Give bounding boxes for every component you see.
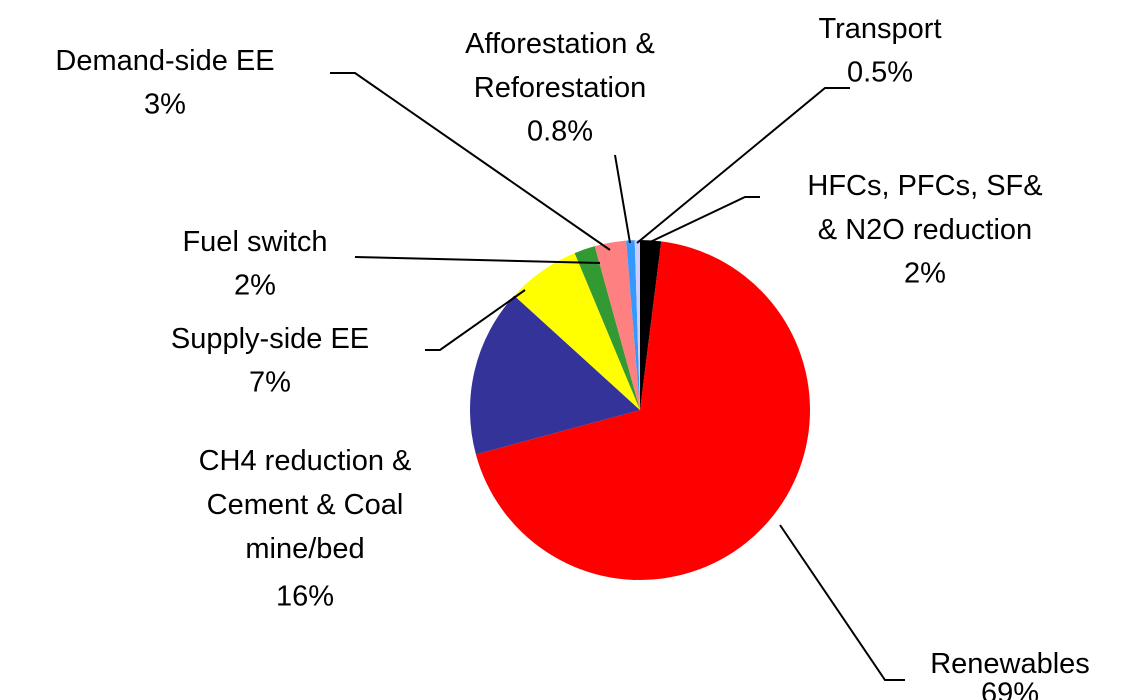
pie <box>470 240 810 580</box>
value-label: 0.5% <box>847 57 913 89</box>
category-label: Renewables <box>930 648 1090 680</box>
leader-line <box>647 196 760 244</box>
slice <box>626 240 640 410</box>
value-label: 16% <box>276 581 334 613</box>
slice <box>594 240 640 410</box>
slice <box>634 240 640 410</box>
category-label: Fuel switch <box>182 226 327 258</box>
category-label: Demand-side EE <box>55 45 274 77</box>
value-label: 2% <box>904 258 946 290</box>
leader-line <box>779 524 905 681</box>
slice <box>574 246 640 410</box>
value-label: 69% <box>981 678 1039 700</box>
slice <box>475 241 810 580</box>
slice <box>514 253 640 410</box>
leader-line <box>425 289 526 351</box>
leader-line <box>354 256 601 264</box>
slice <box>640 240 662 410</box>
category-label: CH4 reduction & Cement & Coal mine/bed <box>199 445 412 565</box>
slice <box>470 295 640 455</box>
value-label: 3% <box>144 89 186 121</box>
leader-line <box>330 72 611 251</box>
leader-line <box>614 154 631 244</box>
category-label: Supply-side EE <box>171 323 369 355</box>
value-label: 7% <box>249 367 291 399</box>
labels: HFCs, PFCs, SF& & N2O reduction 2% Renewabl… <box>55 13 1089 700</box>
value-label: 0.8% <box>527 116 593 148</box>
category-label: HFCs, PFCs, SF& & N2O reduction <box>807 170 1042 246</box>
leader-line <box>636 87 850 244</box>
category-label: Transport <box>818 13 941 45</box>
category-label: Afforestation & Reforestation <box>465 28 655 104</box>
value-label: 2% <box>234 270 276 302</box>
